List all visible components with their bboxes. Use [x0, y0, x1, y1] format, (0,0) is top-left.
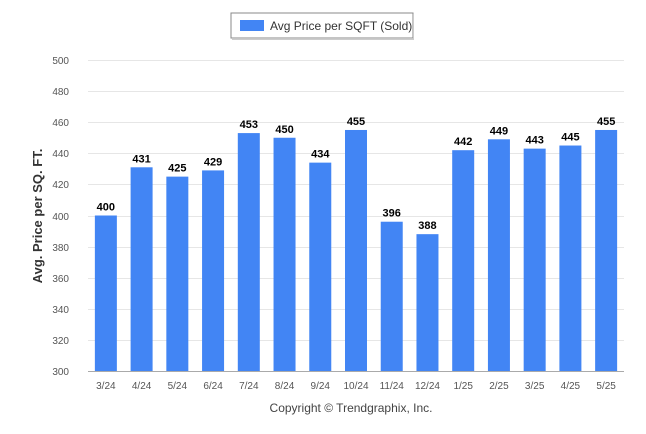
x-tick-label: 11/24	[380, 381, 405, 392]
x-tick-label: 6/24	[203, 381, 223, 392]
bar	[273, 137, 296, 371]
y-tick-label: 400	[52, 212, 69, 223]
bar	[309, 162, 332, 371]
bar	[559, 145, 582, 371]
y-tick-label: 320	[52, 336, 69, 347]
x-tick-label: 9/24	[311, 381, 331, 392]
y-tick-label: 440	[52, 149, 69, 160]
y-tick-label: 300	[52, 367, 69, 378]
y-tick-label: 500	[52, 56, 69, 67]
x-tick-label: 10/24	[343, 381, 368, 392]
bar	[237, 133, 260, 371]
x-tick-label: 1/25	[453, 381, 473, 392]
bar	[345, 129, 367, 371]
bar	[595, 129, 618, 371]
data-label: 400	[97, 202, 115, 214]
y-tick-label: 480	[52, 87, 69, 98]
legend: Avg Price per SQFT (Sold)	[230, 12, 414, 40]
y-tick-label: 380	[52, 243, 69, 254]
bar	[202, 170, 225, 371]
x-tick-label: 4/24	[132, 381, 152, 392]
x-tick-label: 2/25	[489, 381, 509, 392]
data-label: 450	[275, 124, 293, 136]
data-label: 388	[418, 220, 436, 232]
bar	[166, 176, 189, 371]
y-tick-label: 360	[52, 274, 69, 285]
data-label: 431	[132, 153, 150, 165]
x-tick-label: 7/24	[239, 381, 259, 392]
x-tick-label: 12/24	[415, 381, 440, 392]
x-tick-label: 5/25	[596, 381, 616, 392]
bar	[523, 148, 546, 371]
bar	[416, 234, 439, 371]
x-tick-label: 5/24	[168, 381, 188, 392]
data-label: 445	[561, 132, 579, 144]
data-label: 455	[347, 116, 365, 128]
data-label: 396	[383, 208, 401, 220]
copyright-text: Copyright © Trendgraphix, Inc.	[270, 401, 433, 415]
bar	[94, 215, 117, 371]
bar	[487, 139, 510, 371]
x-tick-label: 3/24	[96, 381, 116, 392]
x-tick-label: 3/25	[525, 381, 545, 392]
data-label: 429	[204, 156, 222, 168]
legend-label: Avg Price per SQFT (Sold)	[270, 19, 412, 33]
data-label: 449	[490, 125, 508, 137]
x-tick-label: 4/25	[561, 381, 581, 392]
y-tick-label: 340	[52, 305, 69, 316]
y-tick-label: 460	[52, 118, 69, 129]
data-label: 442	[454, 136, 472, 148]
bar	[130, 167, 153, 371]
x-tick-label: 8/24	[275, 381, 295, 392]
data-label: 455	[597, 116, 615, 128]
x-axis-ticks: 3/24 4/24 5/24 6/24 7/24 8/24 9/24 10/24 11/24 12…	[96, 381, 616, 392]
y-axis-ticks: 300 320 340 360 380 400 420 440 460 480 500	[52, 56, 69, 378]
y-tick-label: 420	[52, 180, 69, 191]
bar	[452, 150, 475, 371]
legend-swatch	[240, 20, 264, 31]
data-label: 425	[168, 163, 186, 175]
bars	[94, 129, 618, 371]
data-label: 434	[311, 149, 330, 161]
data-labels: 400 431 425 429 453 450 434 455 396 388 442 449 443 4…	[97, 116, 616, 232]
data-label: 453	[240, 119, 258, 131]
data-label: 443	[525, 135, 543, 147]
y-axis-label: Avg. Price per SQ. FT.	[30, 149, 45, 284]
bar	[380, 221, 403, 371]
